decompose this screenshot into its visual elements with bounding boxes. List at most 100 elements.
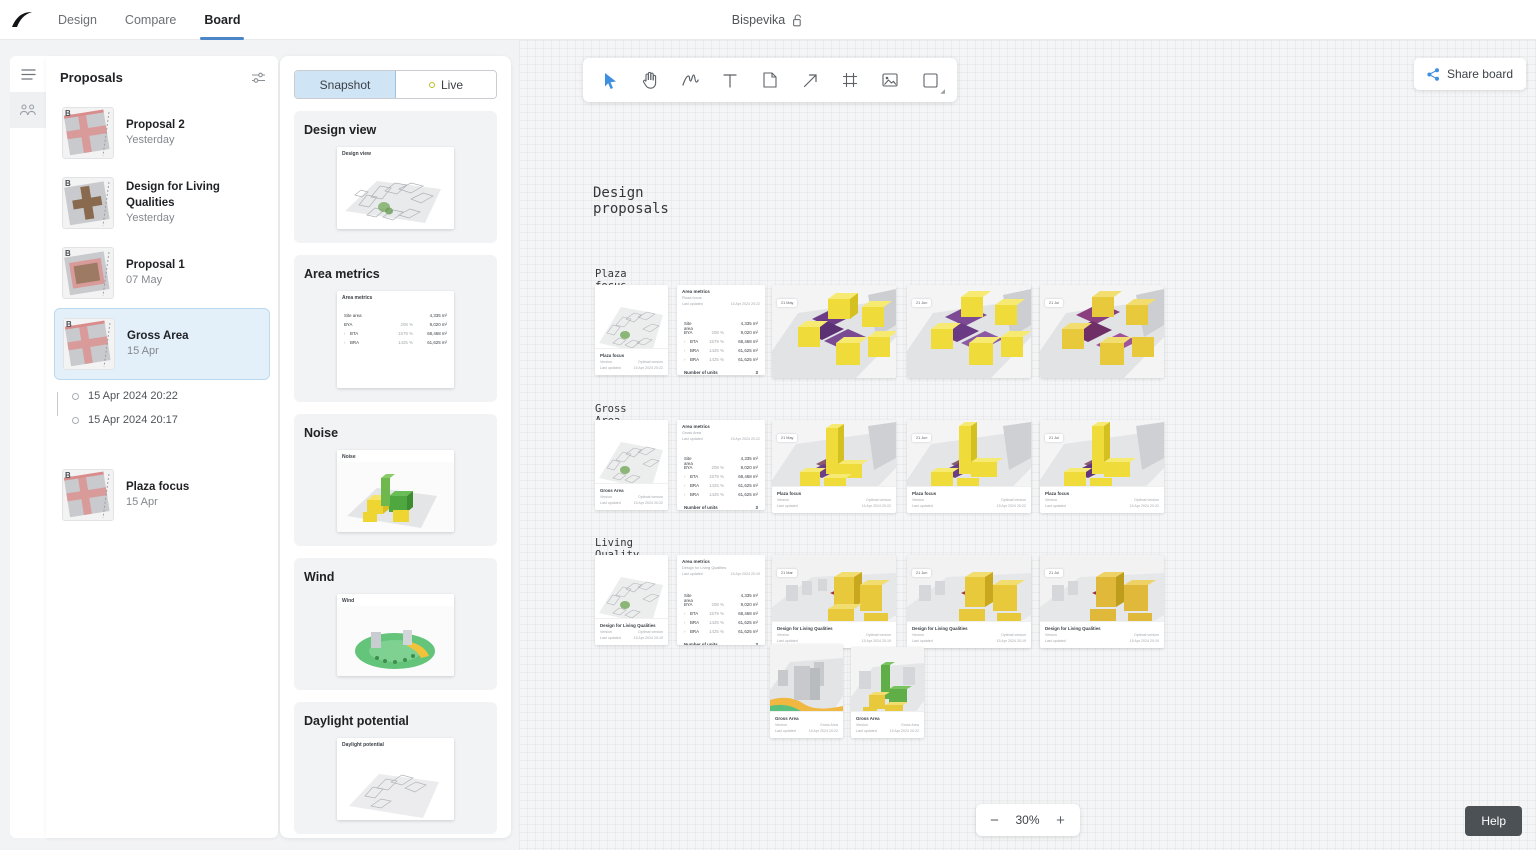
metric-row: BRA 1425 % 61,625 m² <box>677 483 765 492</box>
board-card-design-view[interactable]: Design view Gross Area Version Optimal v… <box>595 420 668 510</box>
noise-render <box>337 462 454 532</box>
filter-settings-icon[interactable] <box>251 71 266 84</box>
zoom-out-button[interactable]: − <box>990 811 999 829</box>
metric-pct: 1425 % <box>709 629 724 634</box>
text-tool-icon[interactable] <box>711 61 749 99</box>
tab-design[interactable]: Design <box>58 12 97 27</box>
live-status-dot <box>428 81 435 88</box>
people-icon[interactable] <box>10 92 46 128</box>
zoom-in-button[interactable]: + <box>1056 811 1065 829</box>
metric-value: 61,625 m² <box>738 620 758 625</box>
proposal-item-gross-area[interactable]: B Gross Area 15 Apr <box>54 308 270 380</box>
proposal-item-plaza-focus[interactable]: B Plaza focus 15 Apr <box>54 460 270 530</box>
analysis-section-daylight-potential[interactable]: Daylight potential Daylight potential <box>294 702 497 834</box>
unlock-icon[interactable] <box>793 14 804 27</box>
tab-snapshot-label: Snapshot <box>319 77 371 92</box>
card-footer-value: 15 Apr 2024 20:22 <box>633 501 663 505</box>
card-footer: Plaza focus Version Optimal version Last… <box>907 486 1031 513</box>
board-card-sun-hours[interactable]: Sun hours 21 Mar Design for Living Quali… <box>772 555 896 648</box>
proposals-title: Proposals <box>60 69 123 85</box>
timeline-item[interactable]: 15 Apr 2024 20:17 <box>72 408 270 432</box>
card-footer-row: Last updated 15 Apr 2024 20:19 <box>1045 639 1159 643</box>
share-board-button[interactable]: Share board <box>1413 58 1526 90</box>
board-card-area-metrics[interactable]: Area metrics Design for Living Qualities… <box>677 555 765 645</box>
daylight-render <box>337 750 454 820</box>
tab-live[interactable]: Live <box>396 71 496 98</box>
card-footer-row: Last updated 15 Apr 2024 20:22 <box>600 501 663 505</box>
timeline-item[interactable]: 15 Apr 2024 20:22 <box>72 384 270 408</box>
proposal-item-proposal-2[interactable]: B Proposal 2 Yesterday <box>54 98 270 168</box>
metric-row-units: Number of units 3 <box>677 642 765 645</box>
thumb-badge: B <box>65 471 71 480</box>
pen-draw-icon[interactable] <box>671 61 709 99</box>
metric-value: 4,335 m² <box>429 313 447 318</box>
board-card-sun-hours[interactable]: Sun hours 21 Jun <box>907 285 1031 378</box>
card-footer: Design for Living Qualities Version Opti… <box>595 618 668 645</box>
snapshot-live-toggle: Snapshot Live <box>294 70 497 99</box>
frame-tool-icon[interactable] <box>831 61 869 99</box>
board-canvas[interactable]: ◢ Share board Design proposals Plaza foc… <box>519 40 1536 850</box>
thumb-badge: B <box>65 249 71 258</box>
board-card-area-metrics[interactable]: Area metrics Gross Area Last updated 15 … <box>677 420 765 510</box>
units-value: 3 <box>755 505 758 510</box>
metric-row: BYA 208 % 9,020 m² <box>677 465 765 474</box>
metric-value: 61,625 m² <box>738 483 758 488</box>
zoom-control: − 30% + <box>975 804 1080 836</box>
metric-key: BYA <box>684 465 693 470</box>
analysis-section-wind[interactable]: Wind Wind <box>294 558 497 690</box>
metric-pct: 208 % <box>711 602 724 607</box>
metric-row: BRA 1425 % 61,625 m² <box>677 620 765 629</box>
card-footer-row: Last updated 15 Apr 2024 20:22 <box>775 729 838 733</box>
section-thumbnail: Area metrics Site area 4,335 m² BYA 208 … <box>337 291 454 388</box>
board-card-sun-hours[interactable]: Sun hours 21 Jul Plaza focus Version Opt… <box>1040 420 1164 513</box>
arrow-tool-icon[interactable] <box>791 61 829 99</box>
board-card-noise[interactable]: Noise Gross Area Version Gross Area Last… <box>851 647 924 738</box>
board-card-sun-hours[interactable]: Sun hours 21 Jun Design for Living Quali… <box>907 555 1031 648</box>
board-card-wind[interactable]: Wind Gross Area Version Gross Area Last … <box>770 644 843 738</box>
card-footer-row: Last updated 15 Apr 2024 20:22 <box>856 729 919 733</box>
board-card-design-view[interactable]: Design view Design for Living Qualities … <box>595 555 668 645</box>
cursor-select-icon[interactable] <box>591 61 629 99</box>
thumbnail-title: Noise <box>342 454 356 460</box>
analysis-section-noise[interactable]: Noise Noise <box>294 414 497 546</box>
board-card-sun-hours[interactable]: Sun hours 21 Jul Design for Living Quali… <box>1040 555 1164 648</box>
metric-key: Site area <box>344 313 362 318</box>
metric-pct: 1425 % <box>709 348 724 353</box>
metric-pct: 1579 % <box>398 331 413 336</box>
card-updated-row: Last updated 15 Apr 2024 20:22 <box>682 437 760 441</box>
units-label: Number of units <box>684 505 718 510</box>
card-footer-row: Version Optimal version <box>1045 633 1159 637</box>
card-header: Area metrics Plaza focus Last updated 15… <box>677 285 765 306</box>
analysis-section-design-view[interactable]: Design view Design view <box>294 111 497 243</box>
note-page-icon[interactable] <box>751 61 789 99</box>
metric-pct: 1425 % <box>398 340 413 345</box>
board-card-area-metrics[interactable]: Area metrics Plaza focus Last updated 15… <box>677 285 765 375</box>
card-footer: Plaza focus Version Optimal version Last… <box>772 486 896 513</box>
tab-board[interactable]: Board <box>190 0 254 40</box>
app-logo[interactable] <box>0 11 44 28</box>
hamburger-menu-icon[interactable] <box>10 56 46 92</box>
hand-pan-icon[interactable] <box>631 61 669 99</box>
proposal-item-design-for-living-qualities[interactable]: B Design for Living Qualities Yesterday <box>54 168 270 238</box>
card-footer: Gross Area Version Gross Area Last updat… <box>770 711 843 738</box>
board-card-sun-hours[interactable]: Sun hours 21 May Plaza focus Version Opt… <box>772 420 896 513</box>
help-button[interactable]: Help <box>1465 806 1522 836</box>
board-card-design-view[interactable]: Design view Plaza focus Version Optimal … <box>595 285 668 375</box>
image-tool-icon[interactable] <box>871 61 909 99</box>
board-card-sun-hours[interactable]: Sun hours 21 Jun Plaza focus Version Opt… <box>907 420 1031 513</box>
proposal-item-proposal-1[interactable]: B Proposal 1 07 May <box>54 238 270 308</box>
card-updated-value: 15 Apr 2024 20:19 <box>730 572 760 576</box>
board-title: Design proposals <box>593 185 669 217</box>
card-footer-label: Last updated <box>912 504 933 508</box>
card-footer-label: Last updated <box>1045 639 1066 643</box>
tab-snapshot[interactable]: Snapshot <box>295 71 396 98</box>
analysis-panel: Snapshot Live Design view Design view Ar… <box>280 56 511 838</box>
analysis-section-area-metrics[interactable]: Area metrics Area metrics Site area 4,33… <box>294 255 497 402</box>
shape-tool-icon[interactable]: ◢ <box>911 61 949 99</box>
board-card-sun-hours[interactable]: Sun hours 21 Jul <box>1040 285 1164 378</box>
card-footer-row: Version Optimal version <box>600 630 663 634</box>
board-card-sun-hours[interactable]: Sun hours 21 May <box>772 285 896 378</box>
metric-key: BRA <box>684 357 700 362</box>
tab-compare[interactable]: Compare <box>124 12 177 27</box>
card-footer-label: Last updated <box>775 729 796 733</box>
